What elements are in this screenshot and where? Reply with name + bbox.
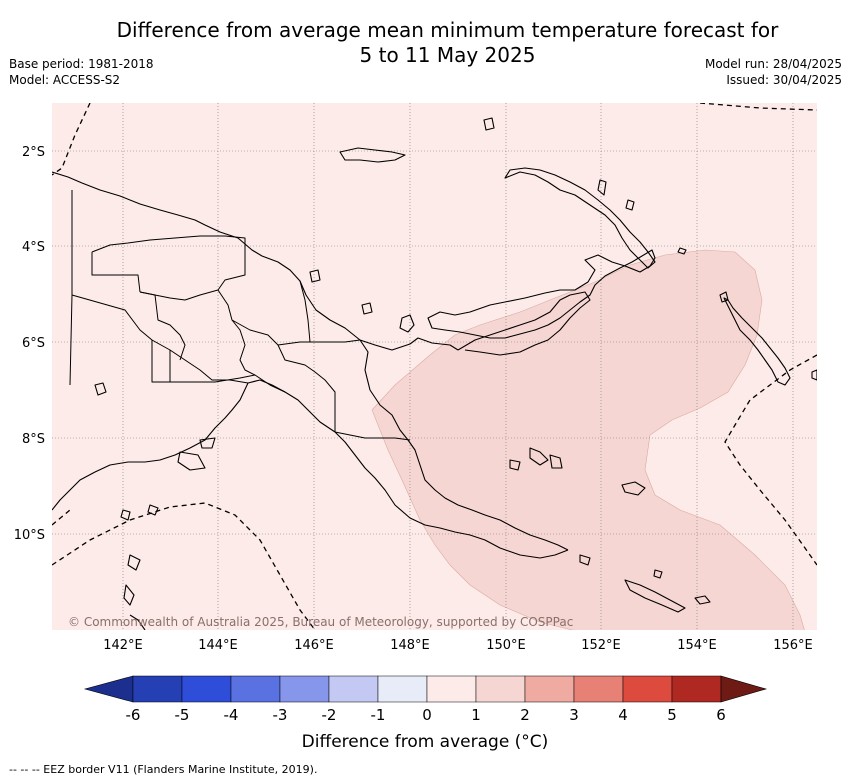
- gulf-of-papua-coast: [52, 379, 336, 511]
- lon-label: 142°E: [103, 638, 143, 653]
- colorbar-swatch: [671, 675, 722, 703]
- provincial-borders: [69, 190, 411, 441]
- colorbar-swatch: [573, 675, 624, 703]
- lon-label: 154°E: [677, 638, 717, 653]
- colorbar-tick-label: 0: [422, 706, 432, 724]
- meta-left: Base period: 1981-2018 Model: ACCESS-S2: [9, 56, 154, 88]
- colorbar-swatch: [328, 675, 379, 703]
- colorbar-swatch: [377, 675, 428, 703]
- colorbar-tick-label: -4: [224, 706, 239, 724]
- copyright-notice: © Commonwealth of Australia 2025, Bureau…: [68, 615, 573, 629]
- new-ireland-coast: [504, 167, 656, 269]
- new-guinea-north-coast: [52, 171, 459, 351]
- huon-peninsula-coast: [457, 291, 591, 356]
- longitude-labels: 142°E 144°E 146°E 148°E 150°E 152°E 154°…: [103, 638, 813, 653]
- colorbar-tick-label: 1: [471, 706, 481, 724]
- colorbar-tick-label: 5: [667, 706, 677, 724]
- latitude-labels: 2°S 4°S 6°S 8°S 10°S: [14, 145, 45, 543]
- colorbar-tick-label: -1: [371, 706, 386, 724]
- model-run: Model run: 28/04/2025: [704, 57, 842, 71]
- lat-label: 10°S: [14, 528, 45, 543]
- colorbar-tick-label: -5: [175, 706, 190, 724]
- bougainville-coast: [723, 297, 791, 386]
- colorbar-tick-label: 3: [569, 706, 579, 724]
- lon-label: 156°E: [773, 638, 813, 653]
- lat-label: 8°S: [22, 432, 45, 447]
- colorbar-swatch: [230, 675, 281, 703]
- cape-york-coast: [129, 614, 146, 630]
- lat-label: 2°S: [22, 145, 45, 160]
- new-guinea-southeast-coast-2: [334, 431, 569, 559]
- base-period: Base period: 1981-2018: [9, 57, 154, 71]
- colorbar-tick-label: -6: [126, 706, 141, 724]
- title-line-1: Difference from average mean minimum tem…: [116, 18, 779, 42]
- new-guinea-southeast-coast: [359, 339, 569, 551]
- eez-legend-note: -- -- -- EEZ border V11 (Flanders Marine…: [9, 763, 318, 776]
- colorbar-tick-label: 4: [618, 706, 628, 724]
- title-line-2: 5 to 11 May 2025: [359, 43, 536, 67]
- colorbar-tick-label: -3: [273, 706, 288, 724]
- colorbar-swatch: [181, 675, 232, 703]
- lon-label: 144°E: [198, 638, 238, 653]
- colorbar-swatch: [279, 675, 330, 703]
- colorbar: [83, 675, 768, 703]
- lat-label: 6°S: [22, 336, 45, 351]
- colorbar-swatch: [426, 675, 477, 703]
- lon-label: 146°E: [294, 638, 334, 653]
- lon-label: 152°E: [581, 638, 621, 653]
- model-name: Model: ACCESS-S2: [9, 73, 121, 87]
- colorbar-title: Difference from average (°C): [301, 732, 549, 752]
- new-britain-coast: [427, 249, 656, 339]
- colorbar-swatch: [524, 675, 575, 703]
- colorbar-tick-label: 2: [520, 706, 530, 724]
- anomaly-region-1-2: [371, 249, 805, 630]
- lat-label: 4°S: [22, 240, 45, 255]
- colorbar-tick-label: -2: [322, 706, 337, 724]
- lon-label: 150°E: [486, 638, 526, 653]
- gridlines: [52, 103, 817, 630]
- manus-island-coast: [339, 147, 406, 163]
- issued-date: Issued: 30/04/2025: [726, 73, 842, 87]
- colorbar-swatch: [622, 675, 673, 703]
- colorbar-swatch: [132, 675, 183, 703]
- colorbar-swatch: [475, 675, 526, 703]
- colorbar-extend-high: [720, 675, 768, 703]
- coastlines: [52, 117, 817, 630]
- colorbar-extend-low: [83, 675, 134, 703]
- chart-title: Difference from average mean minimum tem…: [0, 18, 850, 68]
- colorbar-tick-label: 6: [716, 706, 726, 724]
- colorbar-tick-labels: -6 -5 -4 -3 -2 -1 0 1 2 3 4 5 6: [126, 706, 726, 724]
- lon-label: 148°E: [390, 638, 430, 653]
- meta-right: Model run: 28/04/2025 Issued: 30/04/2025: [705, 56, 842, 88]
- louisiade-archipelago: [624, 579, 686, 613]
